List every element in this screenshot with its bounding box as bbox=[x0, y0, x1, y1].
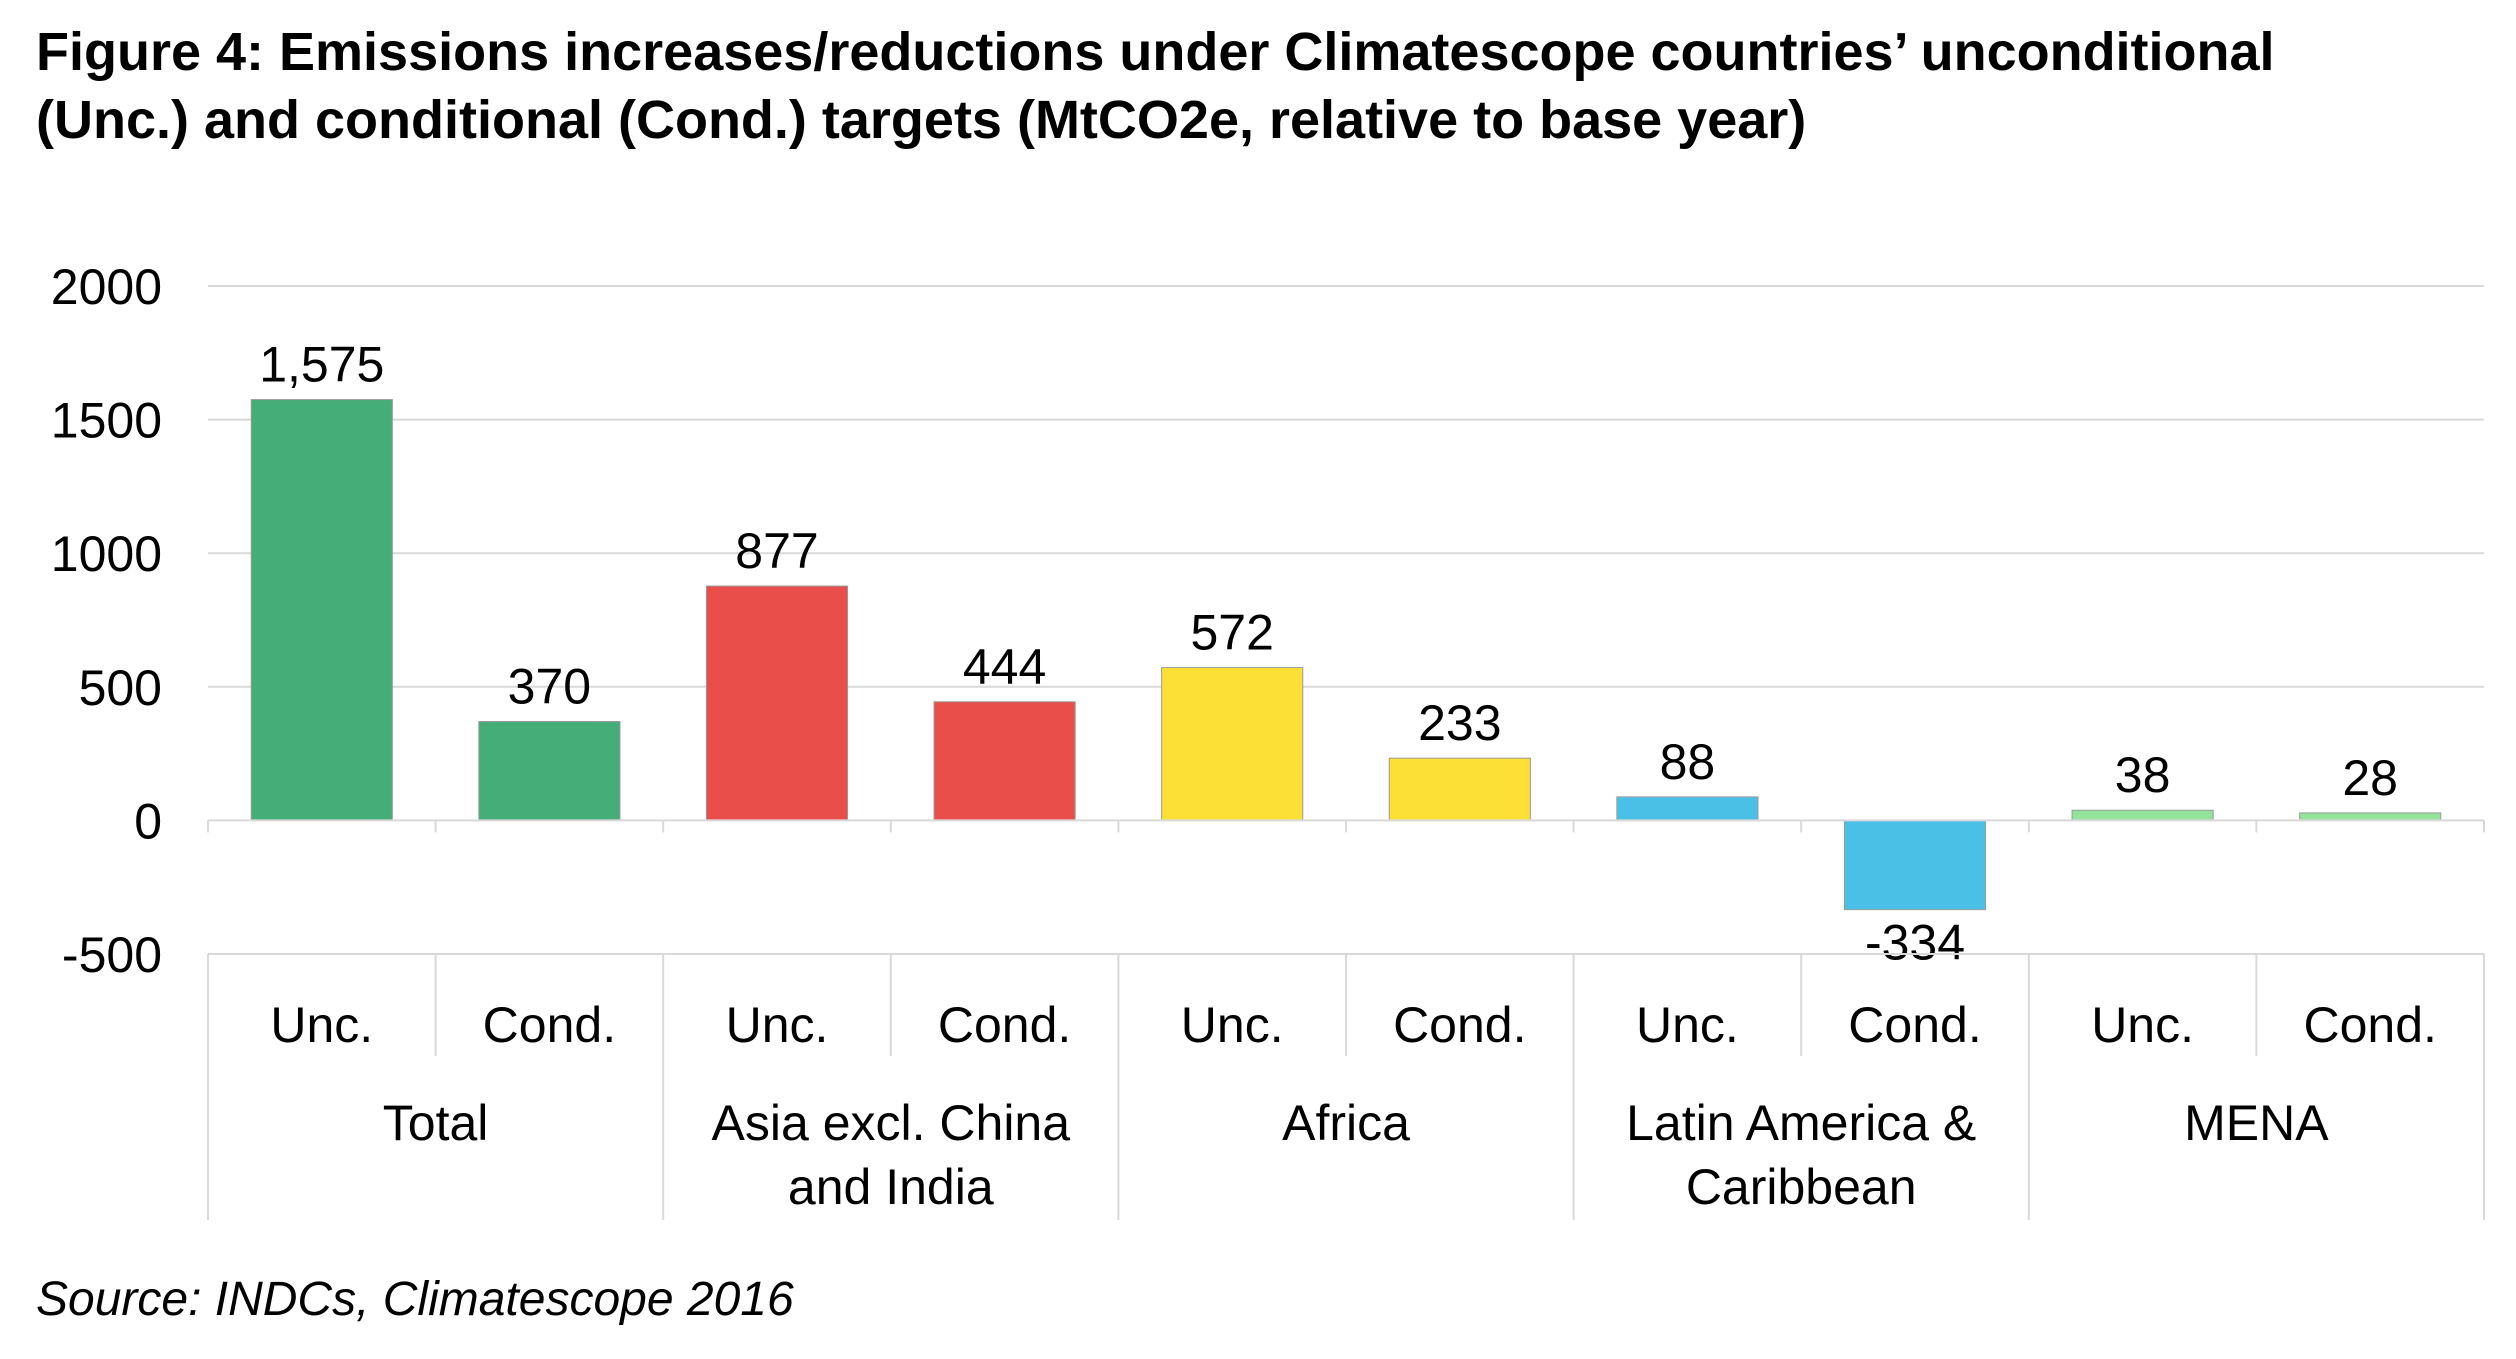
bar bbox=[2299, 812, 2442, 821]
group-label: Total bbox=[383, 1095, 489, 1151]
data-label: 370 bbox=[508, 659, 591, 715]
data-label: 38 bbox=[2115, 747, 2171, 803]
chart-title: Figure 4: Emissions increases/reductions… bbox=[36, 18, 2476, 154]
category-label: Cond. bbox=[2303, 997, 2436, 1053]
category-label: Unc. bbox=[726, 997, 829, 1053]
group-label: MENA bbox=[2184, 1095, 2329, 1151]
data-label: 572 bbox=[1190, 605, 1273, 661]
y-tick-label: 2000 bbox=[51, 259, 162, 315]
y-tick-label: -500 bbox=[62, 927, 162, 983]
bar bbox=[478, 721, 621, 821]
group-label: Asia excl. China bbox=[712, 1095, 1071, 1151]
bar bbox=[1161, 667, 1304, 821]
y-tick-label: 0 bbox=[134, 793, 162, 849]
data-label: 1,575 bbox=[259, 337, 384, 393]
group-label: and India bbox=[788, 1159, 994, 1215]
group-label: Caribbean bbox=[1686, 1159, 1917, 1215]
y-tick-label: 1500 bbox=[51, 393, 162, 449]
category-label: Unc. bbox=[270, 997, 373, 1053]
data-label: 877 bbox=[735, 523, 818, 579]
bar bbox=[933, 701, 1076, 821]
category-label: Cond. bbox=[1393, 997, 1526, 1053]
bar bbox=[2071, 809, 2214, 821]
chart-title-line-1: Figure 4: Emissions increases/reductions… bbox=[36, 22, 2275, 82]
data-label: 444 bbox=[963, 639, 1046, 695]
category-label: Cond. bbox=[483, 997, 616, 1053]
category-label: Cond. bbox=[938, 997, 1071, 1053]
y-tick-label: 1000 bbox=[51, 526, 162, 582]
y-tick-label: 500 bbox=[79, 660, 162, 716]
bar-chart: 2000 1500 1000 500 0 -500 1,575 Unc. 370 Cond. 877… bbox=[51, 259, 2485, 1220]
chart-title-line-2: (Unc.) and conditional (Cond.) targets (… bbox=[36, 90, 1807, 150]
bar bbox=[250, 399, 393, 821]
data-label: 88 bbox=[1660, 734, 1716, 790]
data-label: 233 bbox=[1418, 695, 1501, 751]
group-label: Latin America & bbox=[1626, 1095, 1976, 1151]
category-label: Cond. bbox=[1848, 997, 1981, 1053]
data-label: -334 bbox=[1865, 915, 1965, 971]
bar bbox=[705, 585, 849, 821]
bar bbox=[1616, 796, 1759, 821]
source-note: Source: INDCs, Climatescope 2016 bbox=[36, 1273, 794, 1326]
category-label: Unc. bbox=[2091, 997, 2194, 1053]
data-label: 28 bbox=[2342, 750, 2398, 806]
bar bbox=[1388, 757, 1531, 821]
category-label: Unc. bbox=[1636, 997, 1739, 1053]
group-label: Africa bbox=[1282, 1095, 1410, 1151]
bar bbox=[1843, 819, 1987, 911]
category-label: Unc. bbox=[1181, 997, 1284, 1053]
